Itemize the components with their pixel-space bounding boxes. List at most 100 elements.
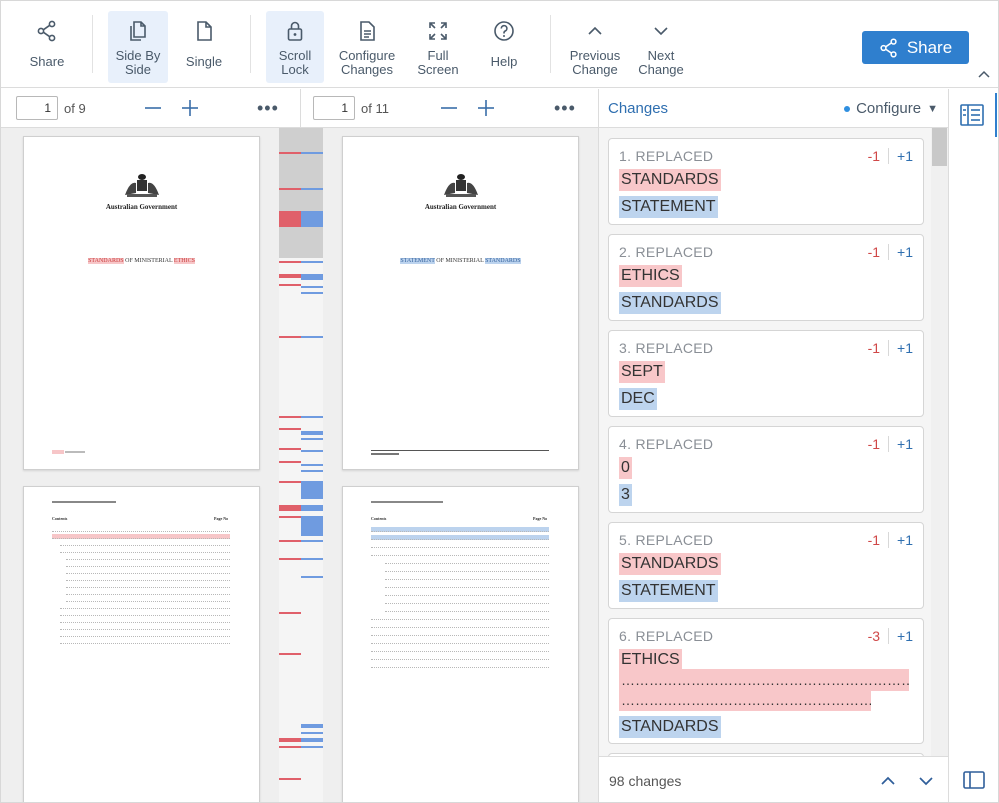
- toc-row: [371, 647, 549, 652]
- help-button[interactable]: Help: [479, 11, 529, 83]
- toc-row: [66, 590, 230, 595]
- toc-row: [60, 604, 230, 609]
- deleted-text: ………………………………………………… 2: [619, 689, 871, 711]
- status-dot-icon: [844, 105, 851, 112]
- toc-heading: Contents: [52, 516, 68, 521]
- toolbar: Share Side By Side Single Scroll Lock: [1, 1, 998, 88]
- change-counts: -1 +1: [868, 148, 913, 164]
- scroll-lock-button[interactable]: Scroll Lock: [266, 11, 324, 83]
- more-options-icon[interactable]: •••: [257, 98, 279, 118]
- change-map[interactable]: [279, 128, 323, 802]
- map-marker-inserted: [301, 292, 323, 294]
- full-screen-label-1: Full: [427, 48, 449, 63]
- zoom-in-icon[interactable]: [179, 97, 201, 119]
- date-text-line: [371, 453, 399, 455]
- change-card[interactable]: 1. REPLACED -1 +1 STANDARDS STATEMENT: [608, 138, 924, 225]
- left-document-title: STANDARDS OF MINISTERIAL ETHICS: [24, 258, 259, 264]
- toc-row: [60, 618, 230, 623]
- changes-list[interactable]: 1. REPLACED -1 +1 STANDARDS STATEMENT 2.…: [598, 128, 948, 756]
- scroll-lock-label-2: Lock: [281, 62, 309, 77]
- change-card[interactable]: [608, 753, 924, 756]
- toc-row: [66, 576, 230, 581]
- full-screen-button[interactable]: Full Screen: [411, 11, 465, 83]
- deleted-count: -1: [868, 244, 890, 260]
- changes-scrollbar[interactable]: [931, 128, 948, 756]
- changes-panel-header: Changes Configure ▼: [598, 89, 948, 128]
- side-by-side-button[interactable]: Side By Side: [108, 11, 168, 83]
- toc-heading: Contents: [371, 516, 387, 521]
- next-change-button[interactable]: Next Change: [635, 11, 687, 83]
- deleted-text: STANDARDS: [88, 258, 124, 264]
- change-card[interactable]: 6. REPLACED -3 +1 ETHICS …………………………………………: [608, 618, 924, 744]
- map-marker-deleted: [279, 738, 301, 742]
- toolbar-divider: [92, 15, 93, 73]
- share-button[interactable]: Share: [862, 31, 969, 64]
- toc-row: [60, 639, 230, 644]
- toc-row: [66, 597, 230, 602]
- deleted-date-mark: [52, 450, 64, 454]
- change-card[interactable]: 4. REPLACED -1 +1 0 3: [608, 426, 924, 513]
- configure-changes-label-1: Configure: [338, 48, 396, 63]
- document-comparison-area[interactable]: Australian Government STANDARDS OF MINIS…: [1, 128, 598, 802]
- toc-row: [371, 639, 549, 644]
- map-marker-deleted: [279, 612, 301, 614]
- right-page-input[interactable]: 1: [313, 96, 355, 120]
- map-marker-deleted: [279, 778, 301, 780]
- toc-row: [371, 663, 549, 668]
- toc-page-heading: Page No: [533, 516, 548, 521]
- configure-dropdown[interactable]: Configure ▼: [844, 100, 938, 117]
- toc-row: [385, 559, 549, 564]
- map-marker-deleted: [279, 461, 301, 463]
- left-document-header: 1 of 9 •••: [1, 89, 301, 128]
- zoom-out-icon[interactable]: [142, 97, 164, 119]
- change-card[interactable]: 5. REPLACED -1 +1 STANDARDS STATEMENT: [608, 522, 924, 609]
- toc-row: [385, 607, 549, 612]
- map-marker-inserted: [301, 152, 323, 154]
- toc-row: [371, 615, 549, 620]
- map-marker-inserted: [301, 286, 323, 288]
- configure-changes-button[interactable]: Configure Changes: [336, 11, 398, 83]
- inserted-count: +1: [897, 244, 913, 260]
- sidebar-toggle-icon[interactable]: [963, 771, 985, 794]
- next-change-label-2: Change: [638, 62, 684, 77]
- map-marker-inserted: [301, 188, 323, 190]
- toc-row: [385, 567, 549, 572]
- change-card[interactable]: 3. REPLACED -1 +1 SEPT DEC: [608, 330, 924, 417]
- toc-row: [60, 541, 230, 546]
- change-counts: -1 +1: [868, 340, 913, 356]
- change-map-viewport[interactable]: [279, 128, 323, 258]
- map-marker-deleted: [279, 188, 301, 190]
- map-marker-deleted: [279, 284, 301, 286]
- chevron-up-icon[interactable]: [879, 772, 897, 795]
- inserted-count: +1: [897, 340, 913, 356]
- toc-row: [66, 555, 230, 560]
- zoom-out-icon[interactable]: [438, 97, 460, 119]
- collapse-toolbar-icon[interactable]: [977, 67, 991, 79]
- scrollbar-thumb[interactable]: [932, 128, 947, 166]
- more-options-icon[interactable]: •••: [554, 98, 576, 118]
- expand-icon: [427, 17, 449, 45]
- date-text-line: [65, 451, 85, 453]
- government-label: Australian Government: [424, 203, 497, 211]
- share-toolbar-button[interactable]: Share: [19, 11, 75, 83]
- deleted-text: STANDARDS: [619, 169, 721, 191]
- map-marker-inserted: [301, 470, 323, 472]
- previous-change-button[interactable]: Previous Change: [566, 11, 624, 83]
- chevron-down-icon[interactable]: [917, 772, 935, 795]
- single-view-button[interactable]: Single: [177, 11, 231, 83]
- zoom-in-icon[interactable]: [475, 97, 497, 119]
- changes-panel-toggle[interactable]: [949, 93, 997, 137]
- map-marker-inserted: [301, 450, 323, 452]
- change-heading: 2. REPLACED: [619, 244, 714, 260]
- change-card[interactable]: 2. REPLACED -1 +1 ETHICS STANDARDS: [608, 234, 924, 321]
- changes-count: 98 changes: [609, 773, 682, 789]
- left-page-input[interactable]: 1: [16, 96, 58, 120]
- map-marker-deleted: [279, 653, 301, 655]
- inserted-count: +1: [897, 532, 913, 548]
- configure-label: Configure: [856, 100, 922, 117]
- change-heading: 6. REPLACED: [619, 628, 714, 644]
- right-page-1: Australian Government STATEMENT OF MINIS…: [342, 136, 579, 470]
- deleted-count: -3: [868, 628, 890, 644]
- right-page-2: Contents Page No: [342, 486, 579, 802]
- toc-row-deleted: [52, 534, 230, 539]
